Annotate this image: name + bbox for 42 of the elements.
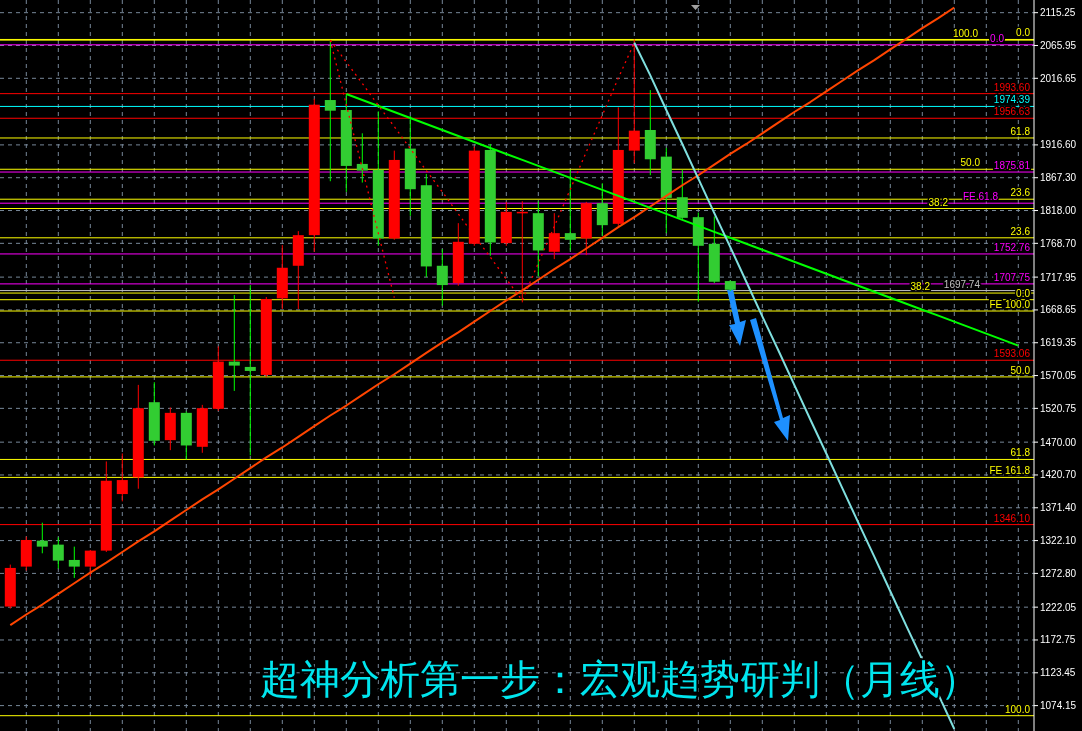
annotation: 38.2 [910,281,931,293]
y-tick-label: 1520.75 [1040,402,1077,414]
ref-line-label: 1593.06 [993,348,1031,360]
y-tick-label: 1371.40 [1040,502,1077,514]
annotation: FE 161.8 [989,465,1031,477]
y-tick-label: 1867.30 [1040,172,1077,184]
y-tick-label: 1570.05 [1040,370,1077,382]
ref-line-label: 1974.39 [993,94,1031,106]
annotation: 0.0 [1016,27,1031,39]
annotation: FE 100.0 [989,299,1031,311]
y-tick-label: 1768.70 [1040,237,1077,249]
annotation: 50.0 [1010,364,1031,376]
y-tick-label: 1222.05 [1040,601,1077,613]
y-tick-label: 1668.65 [1040,304,1077,316]
y-tick-label: 2115.25 [1040,7,1076,19]
annotation: 23.6 [1010,187,1031,199]
y-tick-label: 1619.35 [1040,337,1077,349]
annotation: 61.8 [1010,447,1031,459]
ref-line-label: 1956.63 [993,106,1031,118]
y-tick-label: 2016.65 [1040,72,1077,84]
y-tick-label: 1470.00 [1040,436,1077,448]
annotation: 23.6 [1010,225,1031,237]
y-tick-label: 1322.10 [1040,535,1077,547]
y-tick-label: 1717.95 [1040,271,1077,283]
annotation: 100.0 [1004,703,1031,715]
annotation: 0.0 [1016,287,1031,299]
ref-line-label: 1752.76 [993,241,1031,253]
y-tick-label: 1272.80 [1040,567,1077,579]
ref-line-label: 1707.75 [993,271,1031,283]
y-tick-label: 1818.00 [1040,205,1077,217]
ref-line-label: 1346.10 [993,512,1031,524]
annotation: 61.8 [1010,125,1031,137]
y-tick-label: 1916.60 [1040,139,1077,151]
y-tick-label: 1074.15 [1040,700,1077,712]
annotation: 100.0 [952,28,979,40]
y-tick-label: 1172.75 [1040,634,1076,646]
ref-line-label: 1993.60 [993,81,1031,93]
y-tick-label: 1123.45 [1040,667,1076,679]
y-tick-label: 1420.70 [1040,469,1077,481]
ref-line-label: 1875.81 [993,160,1031,172]
y-tick-label: 2065.95 [1040,39,1077,51]
annotation: 50.0 [960,157,981,169]
